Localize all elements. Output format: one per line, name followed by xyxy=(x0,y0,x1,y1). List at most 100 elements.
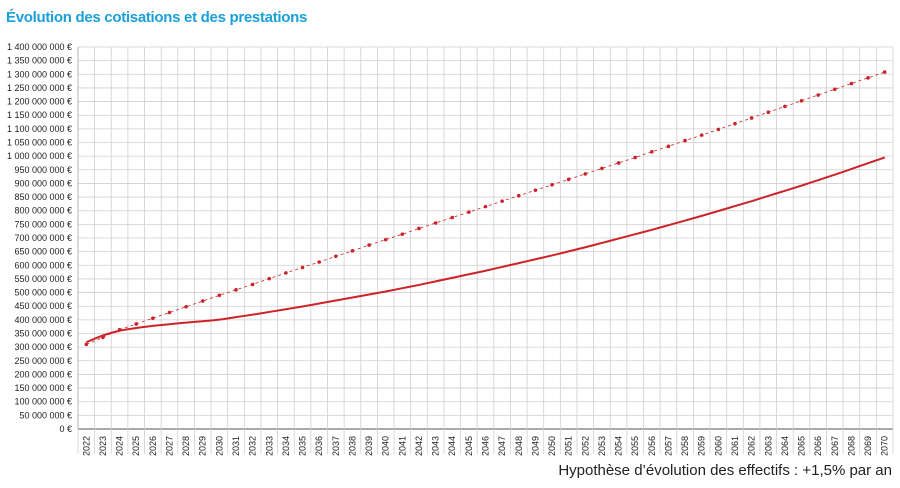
data-point xyxy=(417,226,421,231)
data-point xyxy=(234,288,238,292)
data-point xyxy=(849,81,854,86)
x-tick-label: 2054 xyxy=(614,436,624,456)
x-tick-label: 2035 xyxy=(298,436,308,456)
y-tick-label: 350 000 000 € xyxy=(14,329,72,339)
chart-title: Évolution des cotisations et des prestat… xyxy=(6,9,308,26)
x-axis-ticks: 2022 2023 2024 2025 2026 2027 2028 2029 2030 2031… xyxy=(81,436,889,456)
data-point xyxy=(882,70,887,74)
data-point xyxy=(200,299,205,303)
data-point xyxy=(699,133,704,137)
data-point xyxy=(167,310,172,315)
x-tick-label: 2033 xyxy=(264,436,274,456)
x-tick-label: 2062 xyxy=(747,436,757,456)
data-point xyxy=(483,204,488,209)
data-point xyxy=(500,199,504,203)
x-tick-label: 2028 xyxy=(181,436,191,456)
data-point xyxy=(550,182,554,187)
x-tick-label: 2068 xyxy=(846,436,856,456)
data-point xyxy=(733,121,737,126)
x-tick-label: 2051 xyxy=(564,436,574,456)
y-tick-label: 250 000 000 € xyxy=(14,356,72,366)
x-tick-label: 2039 xyxy=(364,436,374,456)
x-tick-label: 2063 xyxy=(763,436,773,456)
data-point xyxy=(716,127,721,132)
x-tick-label: 2044 xyxy=(447,436,457,456)
data-point xyxy=(317,260,321,264)
x-tick-label: 2064 xyxy=(780,436,790,456)
y-tick-label: 1 300 000 000 € xyxy=(7,69,72,79)
x-tick-label: 2027 xyxy=(164,436,174,456)
data-point xyxy=(151,316,155,321)
y-tick-label: 600 000 000 € xyxy=(14,260,72,270)
data-point xyxy=(284,271,288,275)
data-point xyxy=(866,76,870,80)
x-tick-label: 2041 xyxy=(397,436,407,456)
data-point xyxy=(350,249,355,253)
x-tick-label: 2029 xyxy=(198,436,208,456)
x-tick-label: 2025 xyxy=(131,436,141,456)
x-tick-label: 2069 xyxy=(863,436,873,456)
data-point xyxy=(633,155,637,160)
x-tick-label: 2043 xyxy=(431,436,441,456)
series-lines xyxy=(84,70,887,347)
data-point xyxy=(516,193,521,198)
data-point xyxy=(600,166,604,171)
x-tick-label: 2046 xyxy=(481,436,491,456)
data-point xyxy=(816,93,820,97)
grid-lines xyxy=(77,46,894,454)
data-point xyxy=(84,342,89,347)
x-tick-label: 2031 xyxy=(231,436,241,456)
data-point xyxy=(300,265,305,270)
x-tick-label: 2038 xyxy=(347,436,357,456)
y-tick-label: 700 000 000 € xyxy=(14,233,72,243)
x-tick-label: 2052 xyxy=(580,436,590,456)
y-tick-label: 1 050 000 000 € xyxy=(7,138,72,148)
x-tick-label: 2059 xyxy=(697,436,707,456)
y-tick-label: 550 000 000 € xyxy=(14,274,72,284)
data-point xyxy=(184,304,188,309)
x-tick-label: 2026 xyxy=(148,436,158,456)
data-point xyxy=(783,104,787,109)
data-point xyxy=(666,144,671,149)
data-point xyxy=(616,161,621,165)
data-point xyxy=(832,87,837,92)
x-tick-label: 2049 xyxy=(530,436,540,456)
y-tick-label: 750 000 000 € xyxy=(14,219,72,229)
footnote: Hypothèse d’évolution des effectifs : +1… xyxy=(558,462,892,479)
y-tick-label: 900 000 000 € xyxy=(14,178,72,188)
y-tick-label: 950 000 000 € xyxy=(14,165,72,175)
data-point xyxy=(566,177,571,182)
x-tick-label: 2050 xyxy=(547,436,557,456)
y-tick-label: 1 350 000 000 € xyxy=(7,56,72,66)
y-tick-label: 200 000 000 € xyxy=(14,369,72,379)
y-tick-label: 1 200 000 000 € xyxy=(7,97,72,107)
data-point xyxy=(134,322,139,326)
data-point xyxy=(267,276,272,281)
x-tick-label: 2042 xyxy=(414,436,424,456)
x-tick-label: 2056 xyxy=(647,436,657,456)
y-tick-label: 0 € xyxy=(59,424,72,434)
x-tick-label: 2067 xyxy=(830,436,840,456)
y-tick-label: 1 000 000 000 € xyxy=(7,151,72,161)
x-tick-label: 2037 xyxy=(331,436,341,456)
y-tick-label: 1 250 000 000 € xyxy=(7,83,72,93)
data-point xyxy=(650,149,654,154)
data-point xyxy=(799,98,804,103)
x-tick-label: 2061 xyxy=(730,436,740,456)
x-tick-label: 2055 xyxy=(630,436,640,456)
y-tick-label: 850 000 000 € xyxy=(14,192,72,202)
y-axis-ticks: 0 € 50 000 000 € 100 000 000 € 150 000 000 … xyxy=(7,42,72,434)
data-point xyxy=(766,110,771,115)
x-tick-label: 2047 xyxy=(497,436,507,456)
data-point xyxy=(433,221,438,225)
y-tick-label: 650 000 000 € xyxy=(14,247,72,257)
data-point xyxy=(749,116,754,120)
x-tick-label: 2040 xyxy=(381,436,391,456)
data-point xyxy=(367,243,371,247)
data-point xyxy=(533,188,538,193)
x-tick-label: 2023 xyxy=(98,436,108,456)
data-point xyxy=(250,282,255,287)
x-tick-label: 2066 xyxy=(813,436,823,456)
x-tick-label: 2036 xyxy=(314,436,324,456)
series-line-solid xyxy=(85,156,886,344)
